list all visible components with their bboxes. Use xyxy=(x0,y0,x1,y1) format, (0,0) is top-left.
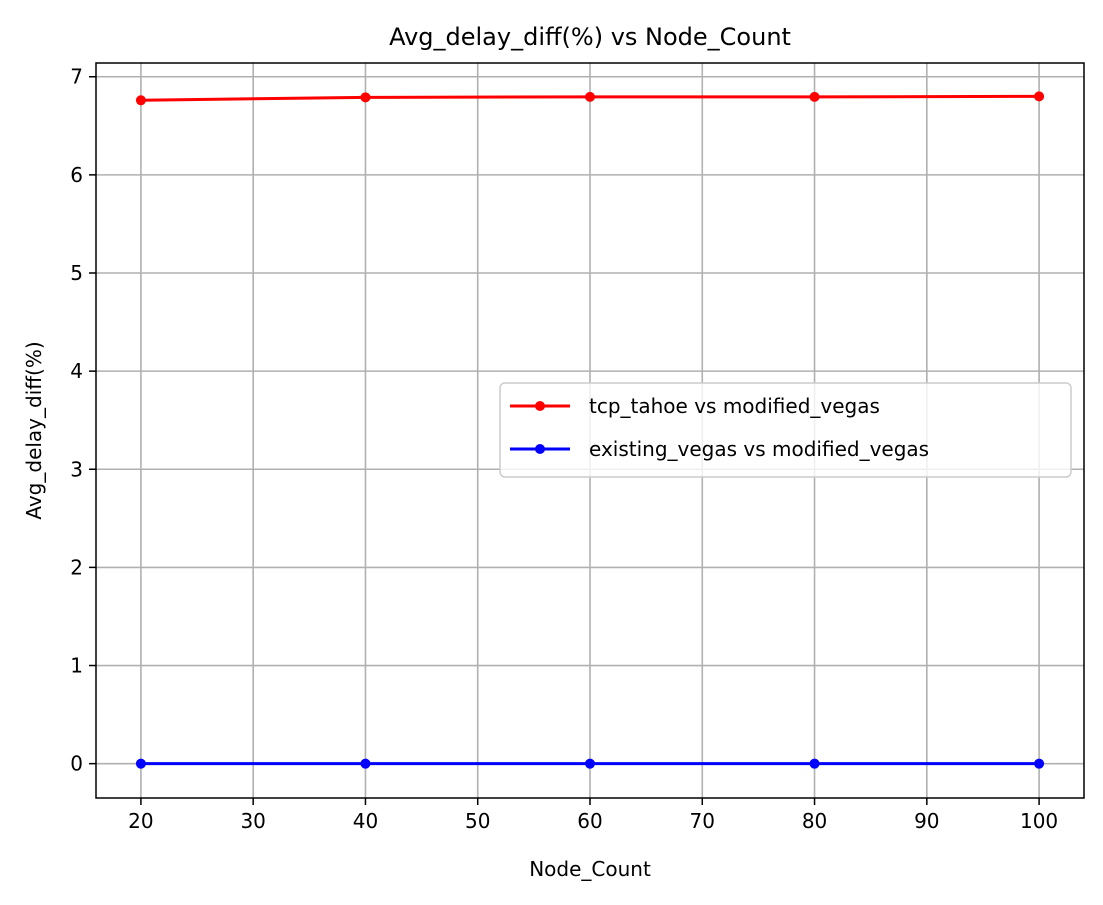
data-point xyxy=(585,758,595,769)
series-layer xyxy=(135,91,1045,769)
legend-marker xyxy=(535,444,545,454)
legend-marker xyxy=(535,401,545,411)
x-tick-label: 40 xyxy=(353,809,378,833)
y-tick-label: 4 xyxy=(70,359,83,383)
x-tick-label: 30 xyxy=(240,809,265,833)
data-point xyxy=(585,91,595,102)
legend-box xyxy=(499,382,1072,478)
x-tick-label: 20 xyxy=(128,809,153,833)
x-tick-label: 70 xyxy=(690,809,715,833)
chart-title: Avg_delay_diff(%) vs Node_Count xyxy=(389,23,791,51)
y-tick-label: 7 xyxy=(70,65,83,89)
x-axis-ticks: 20 30 40 50 60 70 80 90 100 xyxy=(128,798,1058,833)
x-tick-label: 90 xyxy=(914,809,939,833)
y-tick-label: 2 xyxy=(70,555,83,579)
y-axis-title: Avg_delay_diff(%) xyxy=(22,341,46,519)
y-tick-label: 6 xyxy=(70,163,83,187)
x-tick-label: 100 xyxy=(1020,809,1058,833)
data-point xyxy=(809,91,820,102)
data-point xyxy=(360,758,371,769)
data-point xyxy=(809,758,820,769)
legend-label: existing_vegas vs modified_vegas xyxy=(589,437,929,461)
y-tick-label: 3 xyxy=(70,457,83,481)
x-tick-label: 50 xyxy=(465,809,490,833)
data-point xyxy=(135,758,146,769)
data-point xyxy=(360,92,371,103)
y-tick-label: 0 xyxy=(70,752,83,776)
x-tick-label: 60 xyxy=(577,809,602,833)
y-tick-label: 1 xyxy=(70,654,83,678)
series-1 xyxy=(135,91,1045,106)
legend-label: tcp_tahoe vs modified_vegas xyxy=(589,394,880,418)
y-axis-ticks: 0 1 2 3 4 5 6 7 xyxy=(70,65,96,776)
x-tick-label: 80 xyxy=(802,809,827,833)
legend-entry: existing_vegas vs modified_vegas xyxy=(510,437,929,461)
legend-entry: tcp_tahoe vs modified_vegas xyxy=(510,394,880,418)
data-point xyxy=(1034,91,1045,102)
data-point xyxy=(1034,758,1045,769)
y-tick-label: 5 xyxy=(70,261,83,285)
series-2 xyxy=(135,758,1045,769)
legend: tcp_tahoe vs modified_vegas existing_vega… xyxy=(499,382,1072,478)
x-axis-title: Node_Count xyxy=(529,857,651,881)
data-point xyxy=(135,95,146,106)
